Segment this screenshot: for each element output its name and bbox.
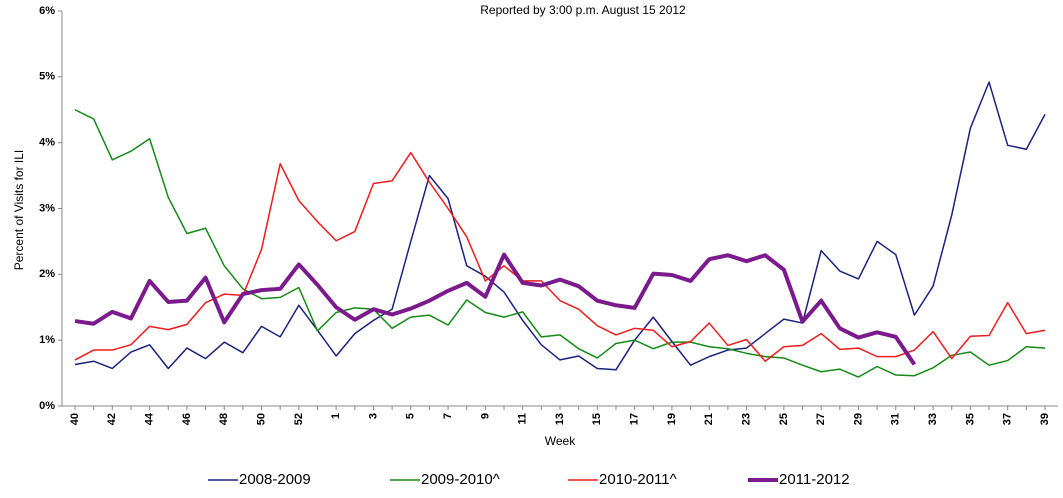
x-tick-label: 29 [852,413,864,425]
x-tick-label: 9 [479,413,491,419]
legend-label: 2008-2009 [239,471,311,488]
y-tick-label: 4% [39,137,55,149]
x-tick-label: 17 [629,413,641,425]
y-tick-label: 3% [39,202,55,214]
y-axis-label: Percent of Visits for ILI [12,150,26,271]
x-tick-label: 21 [703,413,715,425]
x-tick-label: 35 [964,413,976,425]
x-axis-label: Week [545,434,576,448]
x-tick-label: 52 [293,413,305,425]
legend-label: 2009-2010^ [421,471,500,488]
x-tick-label: 37 [1002,413,1014,425]
series-line [74,109,1046,378]
x-tick-label: 40 [69,413,81,425]
x-tick-label: 1 [330,413,342,419]
x-tick-label: 46 [181,413,193,425]
series-line [74,81,1046,371]
x-tick-label: 31 [890,413,902,425]
x-tick-label: 50 [255,413,267,425]
x-tick-label: 3 [367,413,379,419]
x-tick-label: 27 [815,413,827,425]
y-tick-label: 2% [39,268,55,280]
legend-label: 2010-2011^ [599,471,677,488]
x-tick-label: 44 [144,412,156,425]
y-tick-label: 1% [39,334,55,346]
x-tick-label: 25 [778,413,790,425]
x-tick-label: 42 [106,413,118,425]
chart-subtitle: Reported by 3:00 p.m. August 15 2012 [480,3,686,17]
legend-label: 2011-2012 [779,471,850,488]
x-tick-label: 19 [666,413,678,425]
x-tick-label: 48 [218,413,230,425]
x-tick-label: 7 [442,413,454,419]
y-tick-label: 6% [39,5,55,17]
x-tick-label: 23 [740,413,752,425]
x-tick-label: 13 [554,413,566,425]
x-tick-label: 39 [1039,413,1051,425]
x-tick-label: 33 [927,413,939,425]
x-tick-label: 15 [591,413,603,425]
x-tick-label: 11 [517,413,529,425]
y-tick-label: 0% [39,400,55,412]
y-tick-label: 5% [39,71,55,83]
series-line [74,252,917,366]
x-tick-label: 5 [405,413,417,419]
series-line [74,151,1046,362]
